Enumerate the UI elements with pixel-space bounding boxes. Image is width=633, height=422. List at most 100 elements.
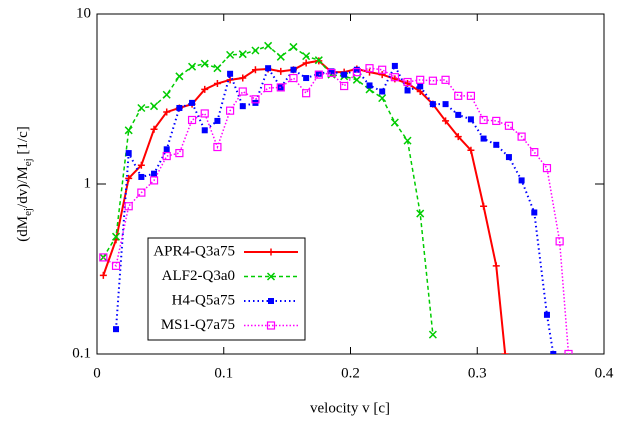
data-point <box>189 99 196 106</box>
data-point <box>264 41 273 50</box>
data-point <box>200 109 209 118</box>
data-point <box>276 52 285 61</box>
data-point <box>492 262 500 270</box>
data-point <box>226 50 235 59</box>
y-axis-label-part: ej <box>22 158 34 166</box>
x-tick-label: 0 <box>93 365 101 381</box>
data-point <box>340 81 349 91</box>
data-point <box>428 330 437 339</box>
data-point <box>378 71 386 79</box>
data-point <box>251 95 260 104</box>
data-point <box>493 141 500 148</box>
data-point <box>441 75 450 84</box>
data-point <box>137 188 146 197</box>
y-tick-label: 1 <box>84 175 92 191</box>
y-axis-label: (dMej/dv)/Mej [1/c] <box>15 126 33 242</box>
data-point <box>416 209 425 218</box>
data-point <box>479 115 488 125</box>
data-point <box>352 75 361 84</box>
data-point <box>251 46 260 55</box>
data-point <box>518 177 525 184</box>
data-point <box>225 106 235 115</box>
data-point <box>543 311 550 318</box>
legend-marker <box>267 248 275 256</box>
data-point <box>517 132 526 141</box>
data-point <box>378 94 387 103</box>
data-point <box>341 71 348 78</box>
data-point <box>213 64 222 73</box>
data-point <box>276 83 285 92</box>
data-point <box>480 135 487 142</box>
data-point <box>125 150 132 157</box>
data-point <box>328 68 335 75</box>
y-axis-label-part: ej <box>22 208 34 216</box>
data-point <box>264 83 273 93</box>
data-point <box>111 261 121 270</box>
data-point <box>238 50 247 59</box>
data-point <box>213 142 222 152</box>
data-point <box>290 66 297 73</box>
data-point <box>176 104 183 111</box>
data-point <box>480 202 488 210</box>
data-point <box>138 173 145 180</box>
x-tick-label: 0.1 <box>214 365 233 381</box>
data-point <box>201 127 208 134</box>
data-point <box>125 174 133 182</box>
x-axis-label: velocity v [c] <box>310 400 390 416</box>
x-tick-label: 0.3 <box>468 365 487 381</box>
data-point <box>289 42 298 51</box>
data-point <box>239 103 246 110</box>
data-point <box>417 83 424 90</box>
y-axis-label-part: [1/c] <box>15 126 31 158</box>
legend-box <box>147 237 306 341</box>
data-point <box>162 151 171 161</box>
data-point <box>149 176 159 185</box>
data-point <box>391 62 398 69</box>
data-point <box>379 88 386 95</box>
data-point <box>124 202 133 211</box>
y-tick-label: 10 <box>76 5 91 21</box>
data-point <box>555 237 564 246</box>
data-point <box>163 146 170 153</box>
data-point <box>265 65 272 72</box>
data-point <box>454 91 463 100</box>
legend-marker <box>266 272 276 281</box>
data-point <box>124 126 133 135</box>
data-point <box>187 115 197 125</box>
data-point <box>137 103 146 113</box>
data-point <box>467 116 474 123</box>
data-point <box>378 65 387 74</box>
data-point <box>201 85 209 93</box>
data-point <box>416 75 425 84</box>
data-point <box>137 161 145 169</box>
data-point <box>150 102 159 111</box>
data-point <box>365 64 374 73</box>
data-point <box>111 232 121 241</box>
data-point <box>314 56 323 65</box>
x-tick-label: 0.2 <box>341 365 360 381</box>
data-point <box>175 148 184 158</box>
data-point <box>302 59 310 67</box>
y-tick-label: 0.1 <box>72 345 91 361</box>
data-point <box>302 89 311 98</box>
data-point <box>366 82 373 89</box>
data-point <box>227 70 234 77</box>
data-point <box>542 164 552 173</box>
y-axis-label-part: (dM <box>15 216 31 242</box>
data-point <box>390 73 399 82</box>
data-point <box>530 148 539 157</box>
data-point <box>113 326 120 333</box>
x-tick-label: 0.4 <box>595 365 614 381</box>
data-point <box>251 66 259 74</box>
data-point <box>188 62 197 71</box>
data-point <box>429 101 436 108</box>
data-point <box>466 91 476 100</box>
legend-label: APR4-Q3a75 <box>153 243 235 259</box>
data-point <box>175 72 184 81</box>
series-line <box>102 67 570 354</box>
data-point <box>390 118 399 127</box>
data-point <box>315 70 322 77</box>
data-point <box>564 349 573 354</box>
data-point <box>213 80 221 88</box>
data-point <box>442 101 449 108</box>
